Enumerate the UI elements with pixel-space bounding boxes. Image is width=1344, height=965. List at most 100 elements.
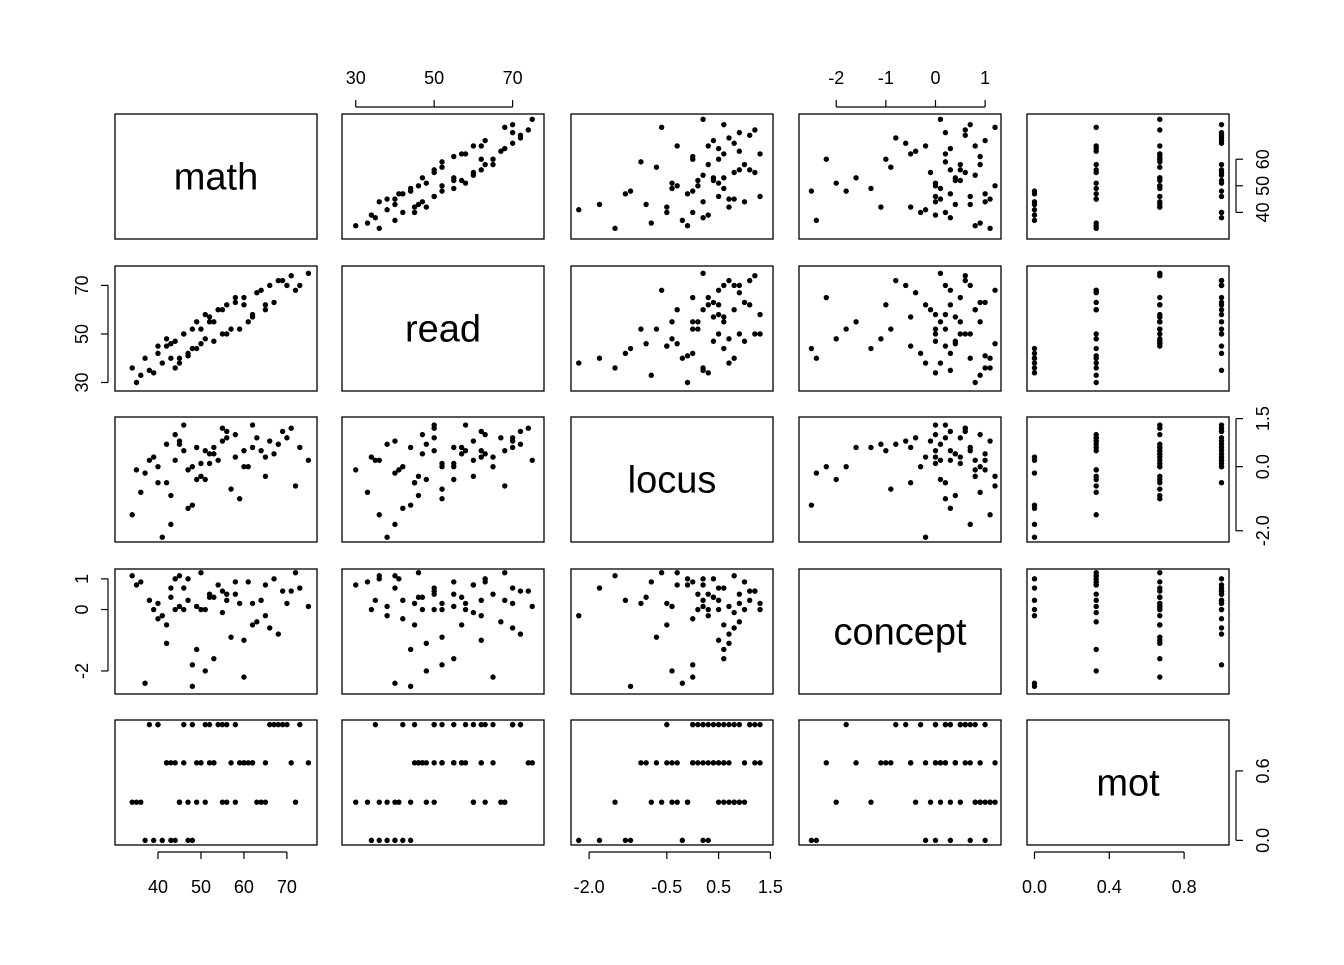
point: [1157, 326, 1163, 332]
point: [967, 201, 973, 208]
point: [715, 193, 722, 200]
point: [731, 282, 737, 289]
point: [942, 311, 949, 318]
point: [228, 486, 234, 492]
point: [133, 582, 140, 588]
point: [431, 606, 437, 613]
point: [368, 837, 375, 844]
point: [206, 460, 213, 467]
point: [977, 799, 983, 805]
point: [622, 350, 629, 357]
point: [992, 340, 998, 347]
point: [888, 760, 894, 766]
point: [193, 603, 200, 610]
point: [181, 422, 187, 428]
point: [462, 600, 469, 607]
point: [1157, 431, 1163, 438]
point: [1218, 319, 1225, 325]
point: [669, 180, 675, 186]
point: [384, 196, 390, 202]
point: [757, 331, 763, 337]
point: [400, 463, 406, 470]
point: [947, 367, 954, 374]
point: [967, 760, 973, 766]
point: [700, 215, 706, 221]
point: [168, 760, 174, 766]
point: [1157, 588, 1163, 594]
point: [627, 345, 634, 352]
point: [952, 492, 959, 499]
point: [746, 721, 753, 728]
point: [947, 447, 954, 454]
point: [1218, 209, 1225, 216]
point: [721, 185, 727, 192]
point: [1031, 585, 1038, 591]
point: [423, 204, 430, 210]
point: [705, 302, 711, 308]
point: [947, 505, 954, 512]
point: [155, 600, 161, 607]
point: [498, 619, 504, 625]
point: [684, 576, 691, 582]
point: [967, 444, 973, 451]
point: [947, 302, 954, 308]
point: [407, 683, 414, 690]
point: [752, 721, 758, 728]
point: [392, 799, 398, 805]
point: [612, 573, 618, 579]
point: [922, 207, 929, 213]
point: [198, 326, 204, 332]
point: [482, 431, 488, 438]
point: [431, 585, 437, 591]
y-tick-label: 0.6: [1253, 758, 1273, 783]
point: [368, 212, 375, 218]
point: [262, 454, 269, 460]
point: [198, 760, 204, 766]
point: [576, 360, 582, 366]
point: [384, 612, 390, 619]
point: [907, 760, 914, 766]
point: [1031, 350, 1038, 357]
point: [893, 721, 899, 728]
point: [658, 569, 665, 576]
point: [176, 355, 183, 361]
point: [1218, 215, 1225, 221]
point: [664, 760, 670, 766]
point: [211, 451, 217, 457]
point: [674, 143, 680, 149]
point: [937, 116, 944, 123]
point: [1157, 116, 1163, 123]
point: [509, 444, 516, 451]
point: [490, 674, 496, 680]
point: [912, 799, 919, 805]
point: [245, 760, 251, 766]
point: [947, 350, 954, 357]
point: [439, 188, 445, 194]
point: [451, 655, 457, 662]
point: [439, 463, 445, 470]
point: [292, 287, 299, 293]
point: [987, 365, 993, 371]
point: [715, 331, 722, 337]
point: [746, 597, 753, 604]
point: [423, 799, 430, 805]
point: [922, 534, 929, 540]
point: [1157, 496, 1163, 502]
point: [228, 760, 234, 766]
point: [912, 289, 919, 296]
point: [372, 457, 379, 463]
panel-frame: [1026, 113, 1230, 240]
point: [159, 612, 165, 619]
point: [1093, 345, 1099, 352]
point: [396, 467, 402, 473]
point: [746, 588, 753, 594]
point: [1218, 585, 1225, 591]
point: [658, 287, 665, 293]
point: [502, 483, 508, 489]
point: [219, 306, 226, 313]
x-tick-label: 50: [191, 877, 211, 897]
panel-frame: [570, 416, 774, 543]
point: [907, 444, 914, 451]
point: [669, 799, 675, 805]
point: [150, 454, 157, 460]
